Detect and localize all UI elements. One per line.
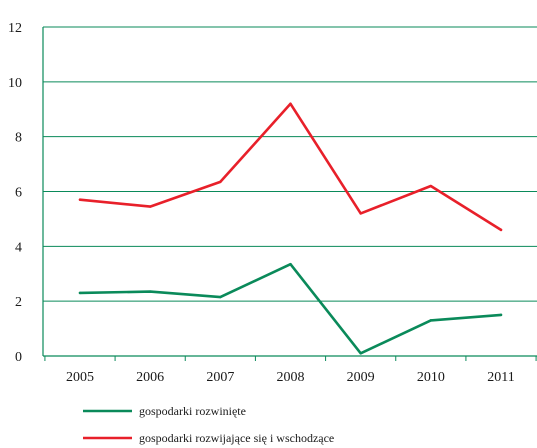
data-point-1-2006 — [148, 205, 152, 208]
x-tick-label-2006: 2006 — [136, 370, 164, 385]
data-point-0-2005 — [78, 291, 82, 295]
grid-lines — [43, 26, 537, 302]
data-point-1-2011 — [499, 228, 503, 232]
y-tick-label-12: 12 — [8, 21, 22, 36]
legend-label-1: gospodarki rozwijające się i wschodzące — [139, 431, 334, 445]
series-lines — [78, 102, 503, 355]
series-line-0 — [78, 262, 503, 355]
x-tick-label-2011: 2011 — [487, 370, 514, 385]
y-tick-label-4: 4 — [15, 240, 22, 255]
x-tick-label-2009: 2009 — [347, 370, 375, 385]
y-tick-label-2: 2 — [15, 295, 22, 310]
data-point-0-2007 — [219, 295, 222, 299]
data-point-1-2009 — [359, 212, 362, 215]
x-tick-label-2005: 2005 — [66, 370, 94, 385]
y-tick-label-8: 8 — [15, 131, 22, 146]
data-point-0-2008 — [289, 262, 292, 266]
y-axis-ticks: 0 2 4 6 8 10 12 — [8, 21, 22, 365]
x-tick-label-2010: 2010 — [417, 370, 445, 385]
series-line-1 — [78, 102, 503, 232]
legend-label-0: gospodarki rozwinięte — [139, 404, 246, 418]
axes — [42, 27, 537, 361]
data-point-1-2008 — [289, 102, 292, 105]
y-tick-label-10: 10 — [8, 76, 22, 91]
legend: gospodarki rozwinięte gospodarki rozwijaj… — [83, 404, 334, 445]
data-point-1-2005 — [78, 198, 82, 201]
data-point-0-2006 — [148, 290, 152, 293]
x-axis-ticks: 2005 2006 2007 2008 2009 2010 2011 — [66, 370, 515, 385]
data-point-0-2011 — [499, 313, 503, 317]
y-tick-label-6: 6 — [15, 186, 22, 201]
data-point-1-2010 — [429, 184, 433, 188]
data-point-1-2007 — [219, 180, 222, 184]
data-point-0-2009 — [359, 352, 362, 355]
data-point-0-2010 — [429, 319, 433, 322]
y-tick-label-0: 0 — [15, 350, 22, 365]
x-tick-label-2008: 2008 — [277, 370, 305, 385]
x-tick-label-2007: 2007 — [206, 370, 234, 385]
